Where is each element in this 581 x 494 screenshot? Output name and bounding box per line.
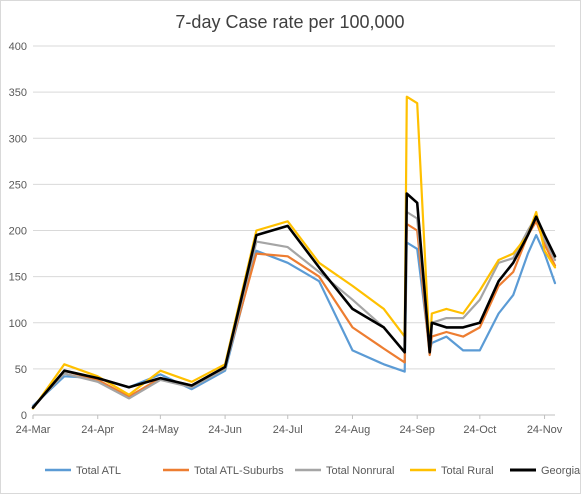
x-tick-label: 24-Jul (273, 424, 303, 436)
x-tick-label: 24-Oct (463, 424, 496, 436)
y-tick-label: 350 (9, 87, 27, 99)
axes: 0 50 100 150 200 250 300 350 400 24-Mar 24-Apr 24-M… (9, 41, 563, 436)
series-line-georgia (31, 192, 557, 409)
legend-label: Total Rural (441, 465, 494, 477)
chart-title: 7-day Case rate per 100,000 (175, 12, 404, 32)
x-tick-label: 24-Aug (335, 424, 370, 436)
x-tick-label: 24-Jun (208, 424, 242, 436)
y-tick-label: 100 (9, 318, 27, 330)
legend-item-total-nonrural: Total Nonrural (295, 465, 394, 477)
series-lines (31, 95, 557, 410)
y-tick-label: 150 (9, 272, 27, 284)
y-tick-label: 200 (9, 226, 27, 238)
legend-item-total-atl-suburbs: Total ATL-Suburbs (163, 465, 284, 477)
legend-label: Georgia (541, 465, 581, 477)
legend-label: Total ATL (76, 465, 121, 477)
x-tick-label: 24-Mar (16, 424, 51, 436)
legend-item-total-rural: Total Rural (410, 465, 494, 477)
legend: Total ATL Total ATL-Suburbs Total Nonrural… (45, 465, 581, 477)
legend-label: Total ATL-Suburbs (194, 465, 284, 477)
x-tick-label: 24-May (142, 424, 179, 436)
x-tick-label: 24-Apr (81, 424, 114, 436)
y-tick-label: 300 (9, 133, 27, 145)
y-tick-label: 50 (15, 364, 27, 376)
gridlines (33, 45, 555, 370)
y-tick-label: 0 (21, 410, 27, 422)
x-tick-label: 24-Sep (399, 424, 434, 436)
legend-item-total-atl: Total ATL (45, 465, 121, 477)
y-tick-label: 250 (9, 179, 27, 191)
series-line-total-nonrural (31, 210, 557, 408)
series-line-total-atl-suburbs (31, 220, 557, 409)
legend-label: Total Nonrural (326, 465, 394, 477)
x-tick-label: 24-Nov (527, 424, 563, 436)
y-tick-label: 400 (9, 41, 27, 53)
legend-item-georgia: Georgia (510, 465, 581, 477)
